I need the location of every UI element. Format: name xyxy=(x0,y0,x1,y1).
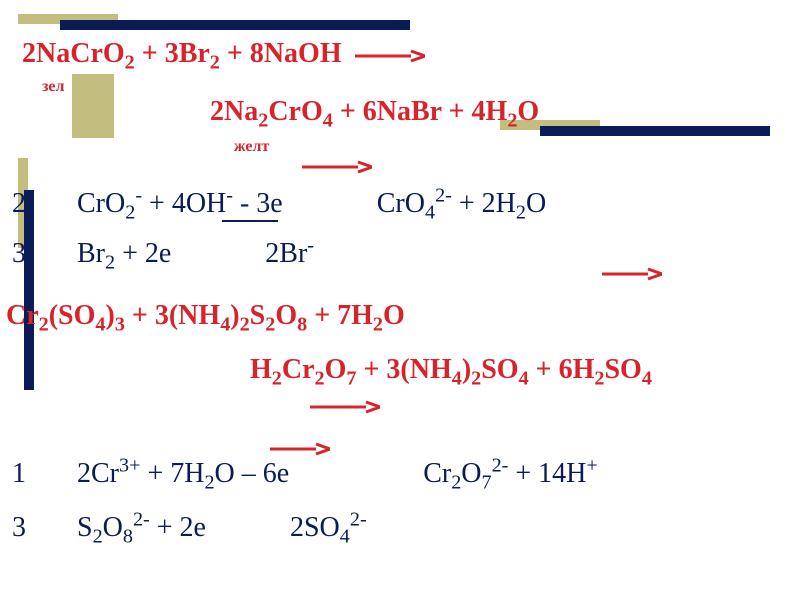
arrow-icon xyxy=(602,256,662,288)
equation-3: Cr2(SO4)3 + 3(NH4)2S2O8 + 7H2O xyxy=(6,300,405,332)
half-left: S2O82- + 2e xyxy=(77,512,206,543)
half-reaction-1: 2 CrO2- + 4OH- - 3e CrO42- + 2H2O xyxy=(12,188,792,220)
arrow-row xyxy=(270,440,330,458)
eq3-text: Cr2(SO4)3 + 3(NH4)2S2O8 + 7H2O xyxy=(6,300,405,331)
arrow-icon xyxy=(310,398,380,415)
half-right: CrO42- + 2H2O xyxy=(377,188,546,219)
decor-bar xyxy=(24,190,34,390)
label-green: зел xyxy=(42,78,65,96)
coef: 1 xyxy=(12,458,70,490)
underline xyxy=(222,220,278,222)
coef: 3 xyxy=(12,512,70,544)
half-right: Cr2O72- + 14H+ xyxy=(423,458,598,489)
arrow-icon xyxy=(355,38,425,69)
half-left: 2Cr3+ + 7H2O – 6e xyxy=(77,458,289,489)
decor-bar xyxy=(60,20,410,30)
coef: 3 xyxy=(12,238,70,270)
coef: 2 xyxy=(12,188,70,220)
half-reaction-3: 1 2Cr3+ + 7H2O – 6e Cr2O72- + 14H+ xyxy=(12,458,792,490)
half-right: 2Br- xyxy=(265,238,314,269)
equation-2: 2Na2CrO4 + 6NaBr + 4H2O xyxy=(210,96,539,128)
arrow-row xyxy=(302,158,372,176)
eq4-text: H2Cr2O7 + 3(NH4)2SO4 + 6H2SO4 xyxy=(250,354,652,385)
decor-bar xyxy=(72,74,114,138)
half-left: Br2 + 2e xyxy=(77,238,171,269)
half-right: 2SO42- xyxy=(290,512,367,543)
half-left: CrO2- + 4OH- - 3e xyxy=(77,188,283,219)
eq2-text: 2Na2CrO4 + 6NaBr + 4H2O xyxy=(210,96,539,127)
label-yellow: желт xyxy=(234,138,269,156)
equation-4: H2Cr2O7 + 3(NH4)2SO4 + 6H2SO4 xyxy=(250,354,652,386)
arrow-row xyxy=(310,398,380,416)
half-reaction-4: 3 S2O82- + 2e 2SO42- xyxy=(12,512,792,544)
arrow-icon xyxy=(270,440,330,457)
equation-1: 2NaCrO2 + 3Br2 + 8NaOH xyxy=(22,38,425,70)
half-reaction-2: 3 Br2 + 2e 2Br- xyxy=(12,238,792,270)
arrow-icon xyxy=(302,158,372,175)
slide: { "colors": { "red": "#d8232a", "navy": … xyxy=(0,0,800,600)
eq1-text: 2NaCrO2 + 3Br2 + 8NaOH xyxy=(22,38,342,69)
decor-bar xyxy=(540,126,770,136)
